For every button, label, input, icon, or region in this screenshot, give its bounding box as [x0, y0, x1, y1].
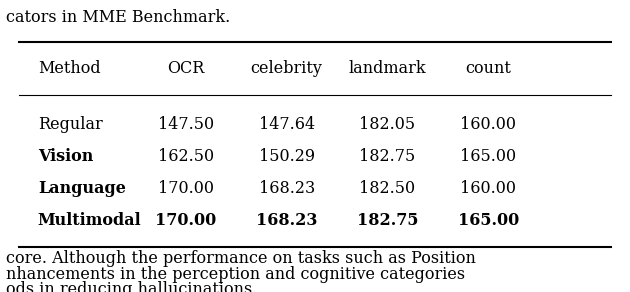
- Text: 162.50: 162.50: [158, 148, 214, 165]
- Text: cators in MME Benchmark.: cators in MME Benchmark.: [6, 9, 231, 26]
- Text: Language: Language: [38, 180, 125, 197]
- Text: OCR: OCR: [167, 60, 205, 77]
- Text: 165.00: 165.00: [460, 148, 517, 165]
- Text: Method: Method: [38, 60, 100, 77]
- Text: nhancements in the perception and cognitive categories: nhancements in the perception and cognit…: [6, 266, 466, 283]
- Text: 165.00: 165.00: [457, 212, 519, 229]
- Text: 168.23: 168.23: [258, 180, 315, 197]
- Text: 147.50: 147.50: [158, 116, 214, 133]
- Text: count: count: [466, 60, 511, 77]
- Text: Multimodal: Multimodal: [38, 212, 141, 229]
- Text: ods in reducing hallucinations.: ods in reducing hallucinations.: [6, 281, 258, 292]
- Text: Regular: Regular: [38, 116, 103, 133]
- Text: 182.05: 182.05: [359, 116, 416, 133]
- Text: 170.00: 170.00: [155, 212, 217, 229]
- Text: landmark: landmark: [348, 60, 427, 77]
- Text: core. Although the performance on tasks such as Position: core. Although the performance on tasks …: [6, 250, 476, 267]
- Text: 147.64: 147.64: [258, 116, 315, 133]
- Text: 150.29: 150.29: [258, 148, 315, 165]
- Text: 182.50: 182.50: [359, 180, 416, 197]
- Text: 182.75: 182.75: [359, 148, 416, 165]
- Text: 182.75: 182.75: [357, 212, 418, 229]
- Text: 160.00: 160.00: [461, 180, 516, 197]
- Text: Vision: Vision: [38, 148, 93, 165]
- Text: celebrity: celebrity: [251, 60, 323, 77]
- Text: 170.00: 170.00: [158, 180, 214, 197]
- Text: 160.00: 160.00: [461, 116, 516, 133]
- Text: 168.23: 168.23: [256, 212, 318, 229]
